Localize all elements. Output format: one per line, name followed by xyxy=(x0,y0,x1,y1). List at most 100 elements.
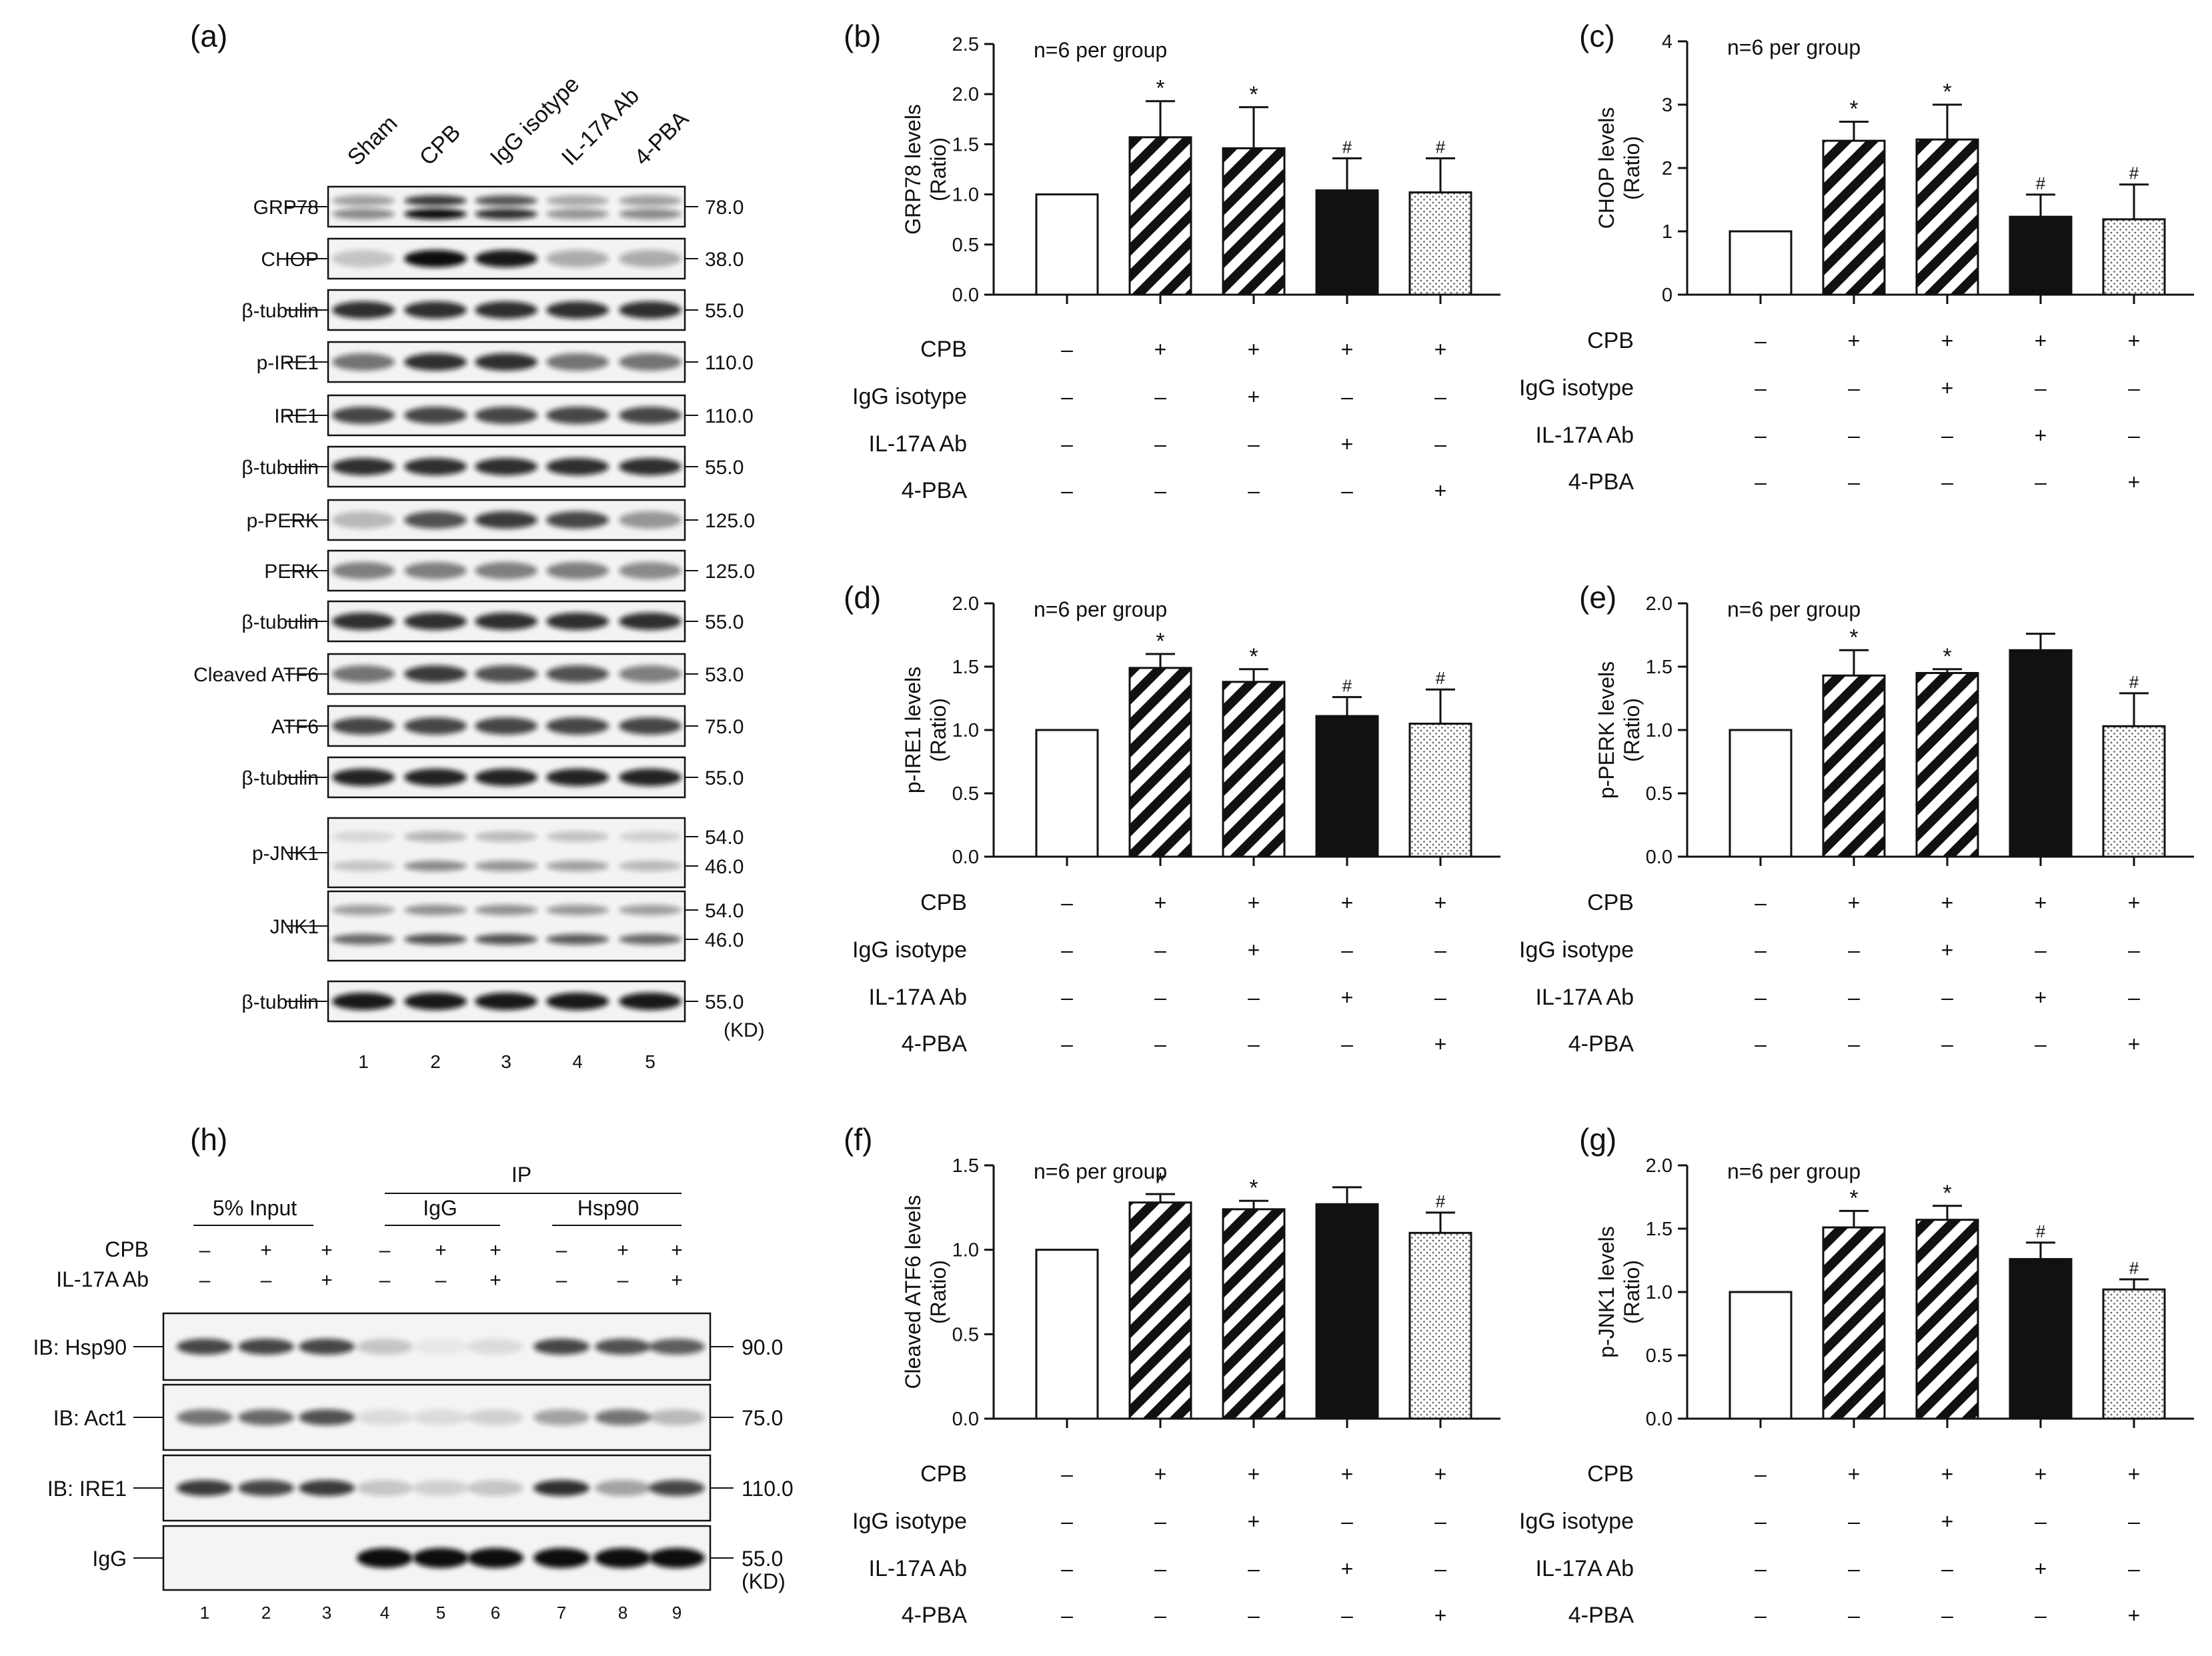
condition-sign: + xyxy=(2128,1603,2141,1627)
chart-title: n=6 per group xyxy=(1034,38,1167,62)
condition-sign: – xyxy=(1154,479,1166,503)
hsp90-group-label: Hsp90 xyxy=(578,1196,640,1220)
bar xyxy=(2009,649,2073,858)
condition-sign: – xyxy=(1755,938,1767,962)
blot-band xyxy=(475,511,537,529)
significance-mark: # xyxy=(1342,676,1352,696)
condition-sign: – xyxy=(1341,385,1353,409)
lane-number: 3 xyxy=(322,1603,331,1623)
condition-sign: – xyxy=(1154,1603,1166,1627)
row-label: β-tubulin xyxy=(241,300,319,322)
chart-title: n=6 per group xyxy=(1727,35,1861,59)
significance-mark: * xyxy=(1849,1185,1858,1211)
condition-sign: + xyxy=(2035,891,2047,915)
condition-sign: – xyxy=(1154,1509,1166,1533)
condition-sign: – xyxy=(1341,479,1353,503)
blot-band xyxy=(546,353,609,371)
chart-title: n=6 per group xyxy=(1727,597,1861,621)
condition-sign: – xyxy=(1154,432,1166,456)
chart-c: 0 1 2 3 4 CHOP levels(Ratio) n=6 per group * * # #… xyxy=(1519,31,2194,495)
blot-band xyxy=(475,209,537,219)
y-axis-label: p-IRE1 levels(Ratio) xyxy=(901,667,950,793)
condition-sign: – xyxy=(2035,1509,2047,1533)
y-tick-label: 1.0 xyxy=(952,185,979,206)
y-tick-label: 3 xyxy=(1662,95,1673,116)
kd-value: 46.0 xyxy=(705,929,744,951)
significance-mark: # xyxy=(2129,163,2139,183)
blot-band xyxy=(238,1409,294,1425)
condition-sign: – xyxy=(1061,337,1073,361)
bar xyxy=(1408,191,1472,296)
condition-sign: + xyxy=(1154,337,1167,361)
condition-sign: – xyxy=(1061,1462,1073,1486)
condition-sign: – xyxy=(1154,938,1166,962)
condition-sign: + xyxy=(671,1239,683,1261)
condition-sign: + xyxy=(2128,1032,2141,1056)
condition-sign: – xyxy=(1755,329,1767,353)
significance-mark: * xyxy=(1943,79,1951,105)
bar xyxy=(1822,674,1886,858)
bar xyxy=(1408,723,1472,858)
condition-sign: – xyxy=(1061,891,1073,915)
condition-sign: + xyxy=(1434,1032,1447,1056)
blot-band xyxy=(546,301,609,319)
condition-sign: + xyxy=(1341,432,1354,456)
blot-band xyxy=(475,613,537,630)
bar xyxy=(2102,218,2166,296)
blot-band xyxy=(177,1480,233,1496)
blot-band xyxy=(546,195,609,206)
blot-band xyxy=(404,717,467,735)
condition-sign: – xyxy=(1941,470,1953,494)
blot-band xyxy=(475,195,537,206)
condition-sign: + xyxy=(2128,329,2141,353)
chart-title: n=6 per group xyxy=(1034,597,1167,621)
y-axis-label-line: GRP78 levels xyxy=(901,104,925,235)
kd-value: 110.0 xyxy=(742,1477,794,1501)
condition-sign: – xyxy=(1154,1557,1166,1581)
y-tick-label: 2.0 xyxy=(952,593,979,615)
y-axis-label-line: (Ratio) xyxy=(926,698,950,762)
blot-band xyxy=(413,1409,469,1425)
blot-band xyxy=(546,934,609,945)
blot-band xyxy=(332,195,395,206)
condition-sign: + xyxy=(1341,1462,1354,1486)
y-tick-label: 0.5 xyxy=(952,783,979,805)
blot-band xyxy=(177,1409,233,1425)
significance-mark: * xyxy=(1156,629,1164,654)
lane-number: 4 xyxy=(380,1603,389,1623)
blot-band xyxy=(404,993,467,1010)
significance-mark: * xyxy=(1156,1169,1164,1194)
bar xyxy=(1729,1291,1793,1420)
blot-band xyxy=(332,934,395,945)
blot-band xyxy=(546,250,609,267)
kd-value: 53.0 xyxy=(705,664,744,686)
condition-sign: + xyxy=(321,1269,333,1291)
row-label: β-tubulin xyxy=(241,991,319,1013)
row-label: p-IRE1 xyxy=(257,352,319,374)
panel-label-a: (a) xyxy=(190,19,227,53)
y-tick-label: 0.0 xyxy=(952,1409,979,1430)
blot-band xyxy=(619,353,682,371)
condition-sign: – xyxy=(556,1269,568,1291)
condition-sign: – xyxy=(1755,1509,1767,1533)
blot-band xyxy=(404,905,467,915)
bar xyxy=(1729,729,1793,858)
blot-band xyxy=(177,1339,233,1355)
lane-number: 3 xyxy=(501,1051,511,1072)
chart-title: n=6 per group xyxy=(1034,1159,1167,1183)
condition-sign: + xyxy=(1248,337,1260,361)
condition-sign: + xyxy=(2035,1557,2047,1581)
significance-mark: # xyxy=(1436,668,1446,688)
significance-mark: * xyxy=(1156,76,1164,101)
condition-sign: – xyxy=(1941,1603,1953,1627)
condition-sign: + xyxy=(489,1269,501,1291)
chart-g: 0.0 0.5 1.0 1.5 2.0 p-JNK1 levels(Ratio) n=6 p… xyxy=(1519,1155,2194,1628)
condition-sign: – xyxy=(1248,1603,1260,1627)
blot-band xyxy=(238,1480,294,1496)
blot-band xyxy=(546,831,609,842)
y-axis-label-line: Cleaved ATF6 levels xyxy=(901,1195,925,1389)
chart-d: 0.0 0.5 1.0 1.5 2.0 p-IRE1 levels(Ratio) n=6 p… xyxy=(852,593,1500,1057)
condition-sign: + xyxy=(2035,1462,2047,1486)
condition-sign: + xyxy=(1848,891,1861,915)
